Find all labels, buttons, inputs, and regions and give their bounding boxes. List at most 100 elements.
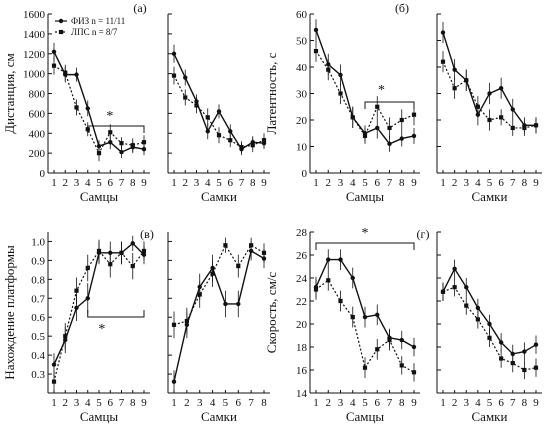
significance-star: * (98, 322, 105, 337)
x-tick-label: 5 (216, 177, 222, 189)
data-point (313, 49, 319, 54)
data-point (499, 356, 504, 361)
data-point (261, 138, 267, 143)
significance-bracket (87, 310, 145, 318)
x-tick-label: 1 (313, 177, 319, 189)
series-line (53, 65, 145, 155)
data-point (338, 72, 343, 78)
data-point (464, 303, 469, 308)
data-point (130, 143, 135, 148)
data-point (223, 301, 228, 307)
data-point (250, 143, 255, 148)
x-tick-label: 6 (498, 177, 504, 189)
legend-label: ЛПС n = 8/7 (71, 27, 118, 37)
y-tick-label: 1000 (23, 69, 46, 81)
data-point (326, 67, 331, 72)
y-tick-label: 0.9 (31, 255, 45, 267)
x-tick-label: 3 (74, 397, 80, 409)
y-tick-label: 60 (296, 9, 308, 21)
y-tick-label: 22 (296, 296, 307, 308)
y-tick-label: 20 (296, 115, 308, 127)
x-tick-label: 1 (440, 177, 446, 189)
significance-star: * (362, 226, 369, 241)
x-tick-label: 5 (96, 397, 102, 409)
data-point (51, 63, 57, 68)
data-point (63, 334, 68, 339)
data-point (96, 151, 102, 156)
x-tick-label: 9 (533, 397, 539, 409)
panel-distance-females: 1 2 3 4 5 6 7 8 9 Самки (167, 13, 270, 204)
data-point (183, 95, 188, 100)
y-tick-label: 400 (29, 128, 46, 140)
data-point (74, 305, 79, 310)
x-tick-label: 2 (326, 177, 332, 189)
data-point (487, 117, 492, 123)
data-point (171, 322, 177, 327)
x-axis-title: Самки (472, 409, 508, 424)
x-tick-label: 5 (362, 177, 368, 189)
x-tick-label: 2 (63, 177, 69, 189)
data-point (387, 338, 392, 343)
x-tick-label: 4 (210, 397, 216, 409)
data-point (171, 379, 177, 384)
data-point (510, 125, 515, 131)
data-point (205, 115, 210, 120)
data-point (487, 91, 492, 96)
x-tick-label: 3 (194, 177, 200, 189)
data-point (464, 285, 469, 290)
data-point (85, 106, 90, 111)
y-tick-label: 0.5 (31, 331, 45, 343)
y-tick-label: 50 (296, 36, 308, 48)
panel-letter: (г) (417, 227, 430, 241)
legend-marker (58, 18, 64, 24)
series-fiz (313, 249, 417, 357)
data-point (171, 51, 177, 56)
x-tick-label: 4 (85, 397, 91, 409)
y-tick-label: 1200 (23, 49, 46, 61)
x-tick-label: 1 (171, 397, 177, 409)
y-tick-label: 0 (40, 168, 46, 180)
series-line (53, 51, 145, 153)
x-tick-label: 4 (85, 177, 91, 189)
data-point (51, 362, 57, 367)
data-point (533, 365, 539, 370)
x-tick-label: 6 (375, 397, 381, 409)
y-tick-label: 16 (296, 365, 308, 377)
data-point (223, 243, 228, 248)
series-lps (171, 237, 267, 339)
data-point (510, 107, 515, 112)
y-tick-label: 600 (29, 108, 46, 120)
x-axis-title: Самки (201, 189, 237, 204)
y-tick-label: 0 (302, 168, 308, 180)
x-tick-label: 1 (440, 397, 446, 409)
x-tick-label: 2 (183, 177, 189, 189)
data-point (350, 115, 355, 120)
x-tick-label: 3 (74, 177, 80, 189)
data-point (522, 125, 527, 131)
y-tick-label: 18 (296, 342, 308, 354)
data-point (533, 342, 539, 347)
data-point (387, 141, 392, 147)
y-tick-label: 1.0 (31, 236, 45, 248)
data-point (119, 141, 124, 146)
data-point (522, 367, 527, 373)
y-axis-title: Нахождение платформы (2, 245, 17, 380)
y-tick-label: 26 (296, 250, 308, 262)
x-tick-label: 8 (250, 177, 256, 189)
data-point (387, 125, 392, 131)
data-point (119, 250, 124, 255)
x-tick-label: 6 (375, 177, 381, 189)
x-tick-label: 8 (130, 397, 136, 409)
y-axis-title: Дистанция, см (2, 53, 17, 134)
data-point (375, 347, 380, 352)
data-point (74, 105, 79, 110)
series-fiz (51, 42, 147, 159)
x-tick-label: 6 (498, 397, 504, 409)
x-tick-label: 6 (108, 397, 114, 409)
data-point (411, 112, 417, 117)
data-point (228, 138, 233, 143)
data-point (510, 351, 515, 357)
